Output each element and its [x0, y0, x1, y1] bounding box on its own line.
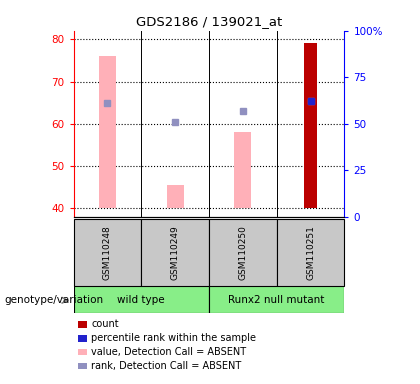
Bar — [99, 56, 116, 209]
Bar — [74, 286, 209, 313]
Text: wild type: wild type — [118, 295, 165, 305]
Bar — [209, 219, 277, 286]
Text: count: count — [91, 319, 119, 329]
Text: percentile rank within the sample: percentile rank within the sample — [91, 333, 256, 343]
Text: Runx2 null mutant: Runx2 null mutant — [228, 295, 325, 305]
Title: GDS2186 / 139021_at: GDS2186 / 139021_at — [136, 15, 282, 28]
Text: GSM110250: GSM110250 — [238, 225, 247, 280]
Text: GSM110248: GSM110248 — [103, 225, 112, 280]
Bar — [234, 132, 251, 209]
Bar — [277, 219, 344, 286]
Bar — [167, 185, 184, 209]
Text: genotype/variation: genotype/variation — [4, 295, 103, 305]
Bar — [74, 219, 141, 286]
Text: rank, Detection Call = ABSENT: rank, Detection Call = ABSENT — [91, 361, 242, 371]
Bar — [209, 286, 344, 313]
Bar — [304, 43, 317, 209]
Bar — [141, 219, 209, 286]
Text: GSM110249: GSM110249 — [171, 225, 180, 280]
Text: value, Detection Call = ABSENT: value, Detection Call = ABSENT — [91, 347, 246, 357]
Text: GSM110251: GSM110251 — [306, 225, 315, 280]
